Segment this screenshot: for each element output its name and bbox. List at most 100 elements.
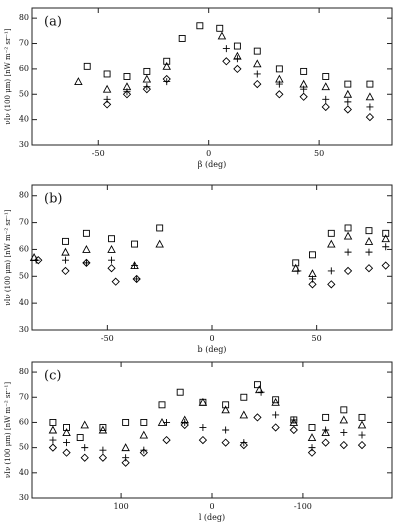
square-marker — [123, 73, 131, 80]
diamond-marker — [132, 274, 141, 284]
diamond-marker — [162, 74, 171, 84]
x-tick-label: 50 — [314, 149, 324, 158]
square-marker — [365, 227, 373, 235]
diamond-marker — [142, 85, 151, 94]
diamond-marker — [61, 266, 70, 276]
square-marker — [178, 34, 186, 42]
square-marker — [140, 418, 148, 426]
y-tick-label: 80 — [19, 13, 29, 22]
x-axis-label: b (deg) — [198, 345, 227, 354]
y-tick-label: 70 — [19, 218, 29, 227]
triangle-marker — [364, 236, 374, 245]
square-marker — [122, 418, 130, 426]
x-axis-label: l (deg) — [199, 513, 225, 522]
diamond-marker — [162, 435, 171, 445]
y-tick-label: 60 — [19, 244, 29, 253]
diamond-marker — [111, 277, 120, 286]
triangle-marker — [155, 239, 164, 248]
square-marker — [233, 42, 241, 50]
plus-marker — [81, 444, 89, 452]
y-axis-label: νIν (100 μm) [nW m⁻² sr⁻¹] — [4, 28, 12, 124]
square-marker — [309, 251, 316, 259]
square-marker — [308, 424, 316, 431]
diamond-marker — [222, 57, 231, 66]
square-marker — [49, 418, 57, 426]
panel-label: (c) — [44, 369, 61, 384]
y-tick-label: 30 — [19, 493, 29, 502]
plus-marker — [327, 267, 335, 275]
plus-marker — [300, 85, 308, 93]
diamond-marker — [275, 90, 284, 99]
triangle-marker — [162, 61, 171, 70]
x-tick-label: 50 — [312, 334, 322, 343]
diamond-marker — [308, 280, 317, 289]
y-tick-label: 40 — [19, 298, 29, 307]
y-tick-label: 50 — [19, 443, 29, 452]
square-marker — [358, 413, 366, 421]
diamond-marker — [102, 100, 112, 109]
diamond-marker — [327, 280, 336, 289]
plus-marker — [290, 416, 298, 424]
diamond-marker — [365, 112, 375, 122]
diamond-marker — [343, 266, 353, 276]
x-axis-label: β (deg) — [198, 160, 226, 169]
y-tick-label: 50 — [19, 89, 29, 98]
plus-marker — [253, 70, 261, 78]
diamond-marker — [198, 435, 208, 445]
triangle-marker — [107, 244, 116, 253]
plus-marker — [365, 248, 373, 256]
triangle-marker — [62, 428, 71, 436]
square-marker — [108, 235, 115, 243]
y-tick-label: 80 — [19, 367, 29, 376]
plus-marker — [233, 55, 241, 63]
diamond-marker — [307, 448, 317, 457]
plus-marker — [32, 256, 40, 264]
triangle-marker — [217, 31, 227, 40]
square-marker — [327, 229, 335, 237]
diamond-marker — [180, 420, 189, 430]
y-axis-label: νIν (100 μm) [nW m⁻² sr⁻¹] — [4, 209, 12, 305]
panel-label: (b) — [44, 192, 62, 207]
square-marker — [82, 229, 90, 237]
x-tick-label: -50 — [101, 334, 114, 343]
diamond-marker — [221, 438, 230, 447]
square-marker — [275, 65, 283, 73]
plus-marker — [358, 431, 366, 439]
plus-marker — [181, 418, 189, 426]
plus-marker — [344, 98, 352, 106]
diamond-marker — [98, 453, 108, 462]
plus-marker — [49, 436, 57, 444]
diamond-marker — [364, 264, 374, 273]
y-tick-label: 30 — [19, 325, 29, 334]
plus-marker — [308, 444, 316, 452]
diamond-marker — [62, 448, 71, 457]
square-marker — [253, 47, 261, 55]
plus-marker — [61, 256, 69, 264]
plus-marker — [382, 243, 390, 251]
plus-marker — [366, 103, 374, 111]
plus-marker — [322, 95, 330, 103]
triangle-marker — [48, 425, 58, 434]
panel-label: (a) — [44, 15, 62, 30]
plus-marker — [131, 262, 139, 270]
triangle-marker — [357, 420, 367, 429]
plus-marker — [122, 454, 130, 462]
plus-marker — [108, 256, 116, 264]
x-tick-label: 0 — [209, 502, 214, 511]
y-tick-label: 70 — [19, 39, 29, 48]
triangle-marker — [82, 244, 91, 253]
y-tick-label: 70 — [19, 392, 29, 401]
triangle-marker — [98, 425, 108, 434]
square-marker — [344, 224, 352, 232]
diamond-marker — [107, 264, 116, 273]
square-marker — [131, 240, 139, 248]
triangle-marker — [61, 247, 70, 256]
diamond-marker — [139, 448, 148, 457]
diamond-marker — [381, 261, 390, 270]
square-marker — [143, 67, 151, 75]
plus-marker — [163, 418, 171, 426]
triangle-marker — [121, 443, 130, 452]
plus-marker — [340, 429, 348, 437]
plus-marker — [99, 446, 107, 454]
y-tick-label: 30 — [19, 140, 29, 149]
